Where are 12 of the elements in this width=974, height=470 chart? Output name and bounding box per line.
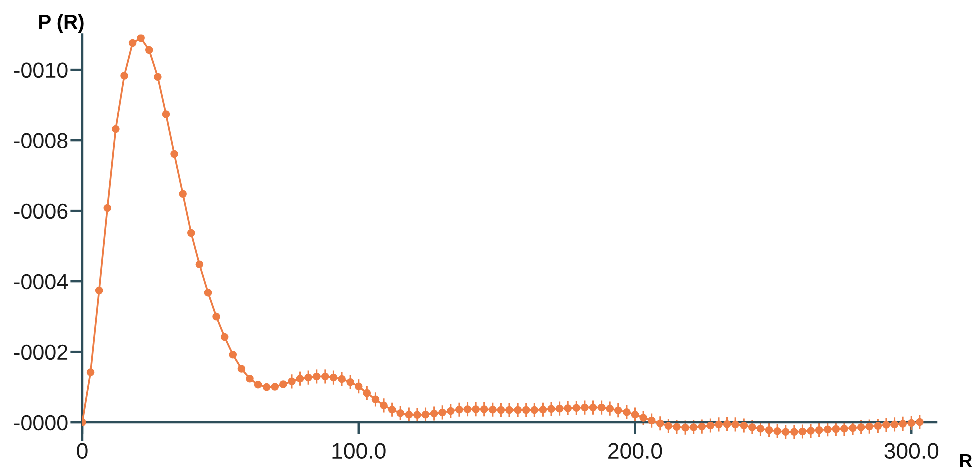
y-tick-label: -0004 xyxy=(14,274,68,290)
y-tick-label: -0006 xyxy=(14,204,68,220)
x-axis-title: R xyxy=(960,454,972,468)
y-tick-label: -0000 xyxy=(14,415,68,431)
x-tick-label: 100.0 xyxy=(332,443,386,460)
y-tick-label: -0010 xyxy=(14,62,68,78)
x-tick-label: 0 xyxy=(77,443,88,460)
y-tick-label: -0002 xyxy=(14,344,68,360)
x-tick-label: 200.0 xyxy=(608,443,662,460)
y-axis-title: P (R) xyxy=(40,14,84,34)
x-tick-label: 300.0 xyxy=(884,443,939,460)
y-tick-label: -0008 xyxy=(14,133,68,149)
